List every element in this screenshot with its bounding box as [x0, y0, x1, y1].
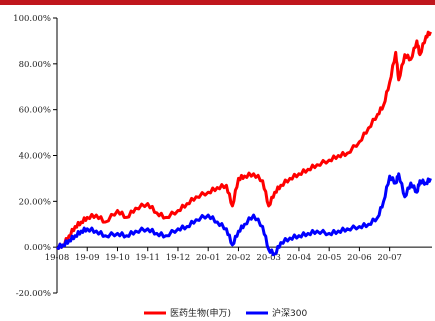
x-tick-label: 20-07 [377, 253, 402, 263]
x-tick-label: 19-12 [166, 253, 191, 263]
x-tick-label: 20-04 [287, 253, 312, 263]
series-line-0 [56, 30, 432, 250]
y-tick-label: 0.00% [24, 243, 51, 253]
legend-label-1: 沪深300 [272, 307, 307, 319]
legend: 医药生物(申万) 沪深300 [144, 307, 307, 319]
x-tick-label: 20-06 [347, 253, 372, 263]
x-tick-label: 20-03 [256, 253, 281, 263]
y-tick-label: -20.00% [16, 289, 51, 299]
legend-label-0: 医药生物(申万) [170, 307, 231, 319]
header-accent-bar [0, 0, 435, 5]
x-tick-label: 20-01 [196, 253, 221, 263]
x-tick-label: 19-11 [135, 253, 160, 263]
y-tick-label: 80.00% [19, 60, 51, 70]
x-tick-label: 19-09 [75, 253, 100, 263]
x-tick-label: 20-05 [317, 253, 342, 263]
x-tick-label: 19-10 [105, 253, 130, 263]
y-tick-label: 40.00% [19, 152, 51, 162]
series-lines [56, 30, 432, 257]
y-axis-ticks: 100.00% 80.00% 60.00% 40.00% 20.00% 0.00% -20.… [13, 14, 57, 299]
y-tick-label: 20.00% [19, 197, 51, 207]
chart-axes [56, 18, 432, 293]
series-line-1 [56, 172, 432, 257]
y-tick-label: 100.00% [13, 14, 51, 24]
x-axis-ticks: 19-08 19-09 19-10 19-11 19-12 20-01 20-02 20-03… [45, 247, 402, 263]
y-tick-label: 60.00% [19, 106, 51, 116]
x-tick-label: 19-08 [45, 253, 70, 263]
x-tick-label: 20-02 [226, 253, 251, 263]
